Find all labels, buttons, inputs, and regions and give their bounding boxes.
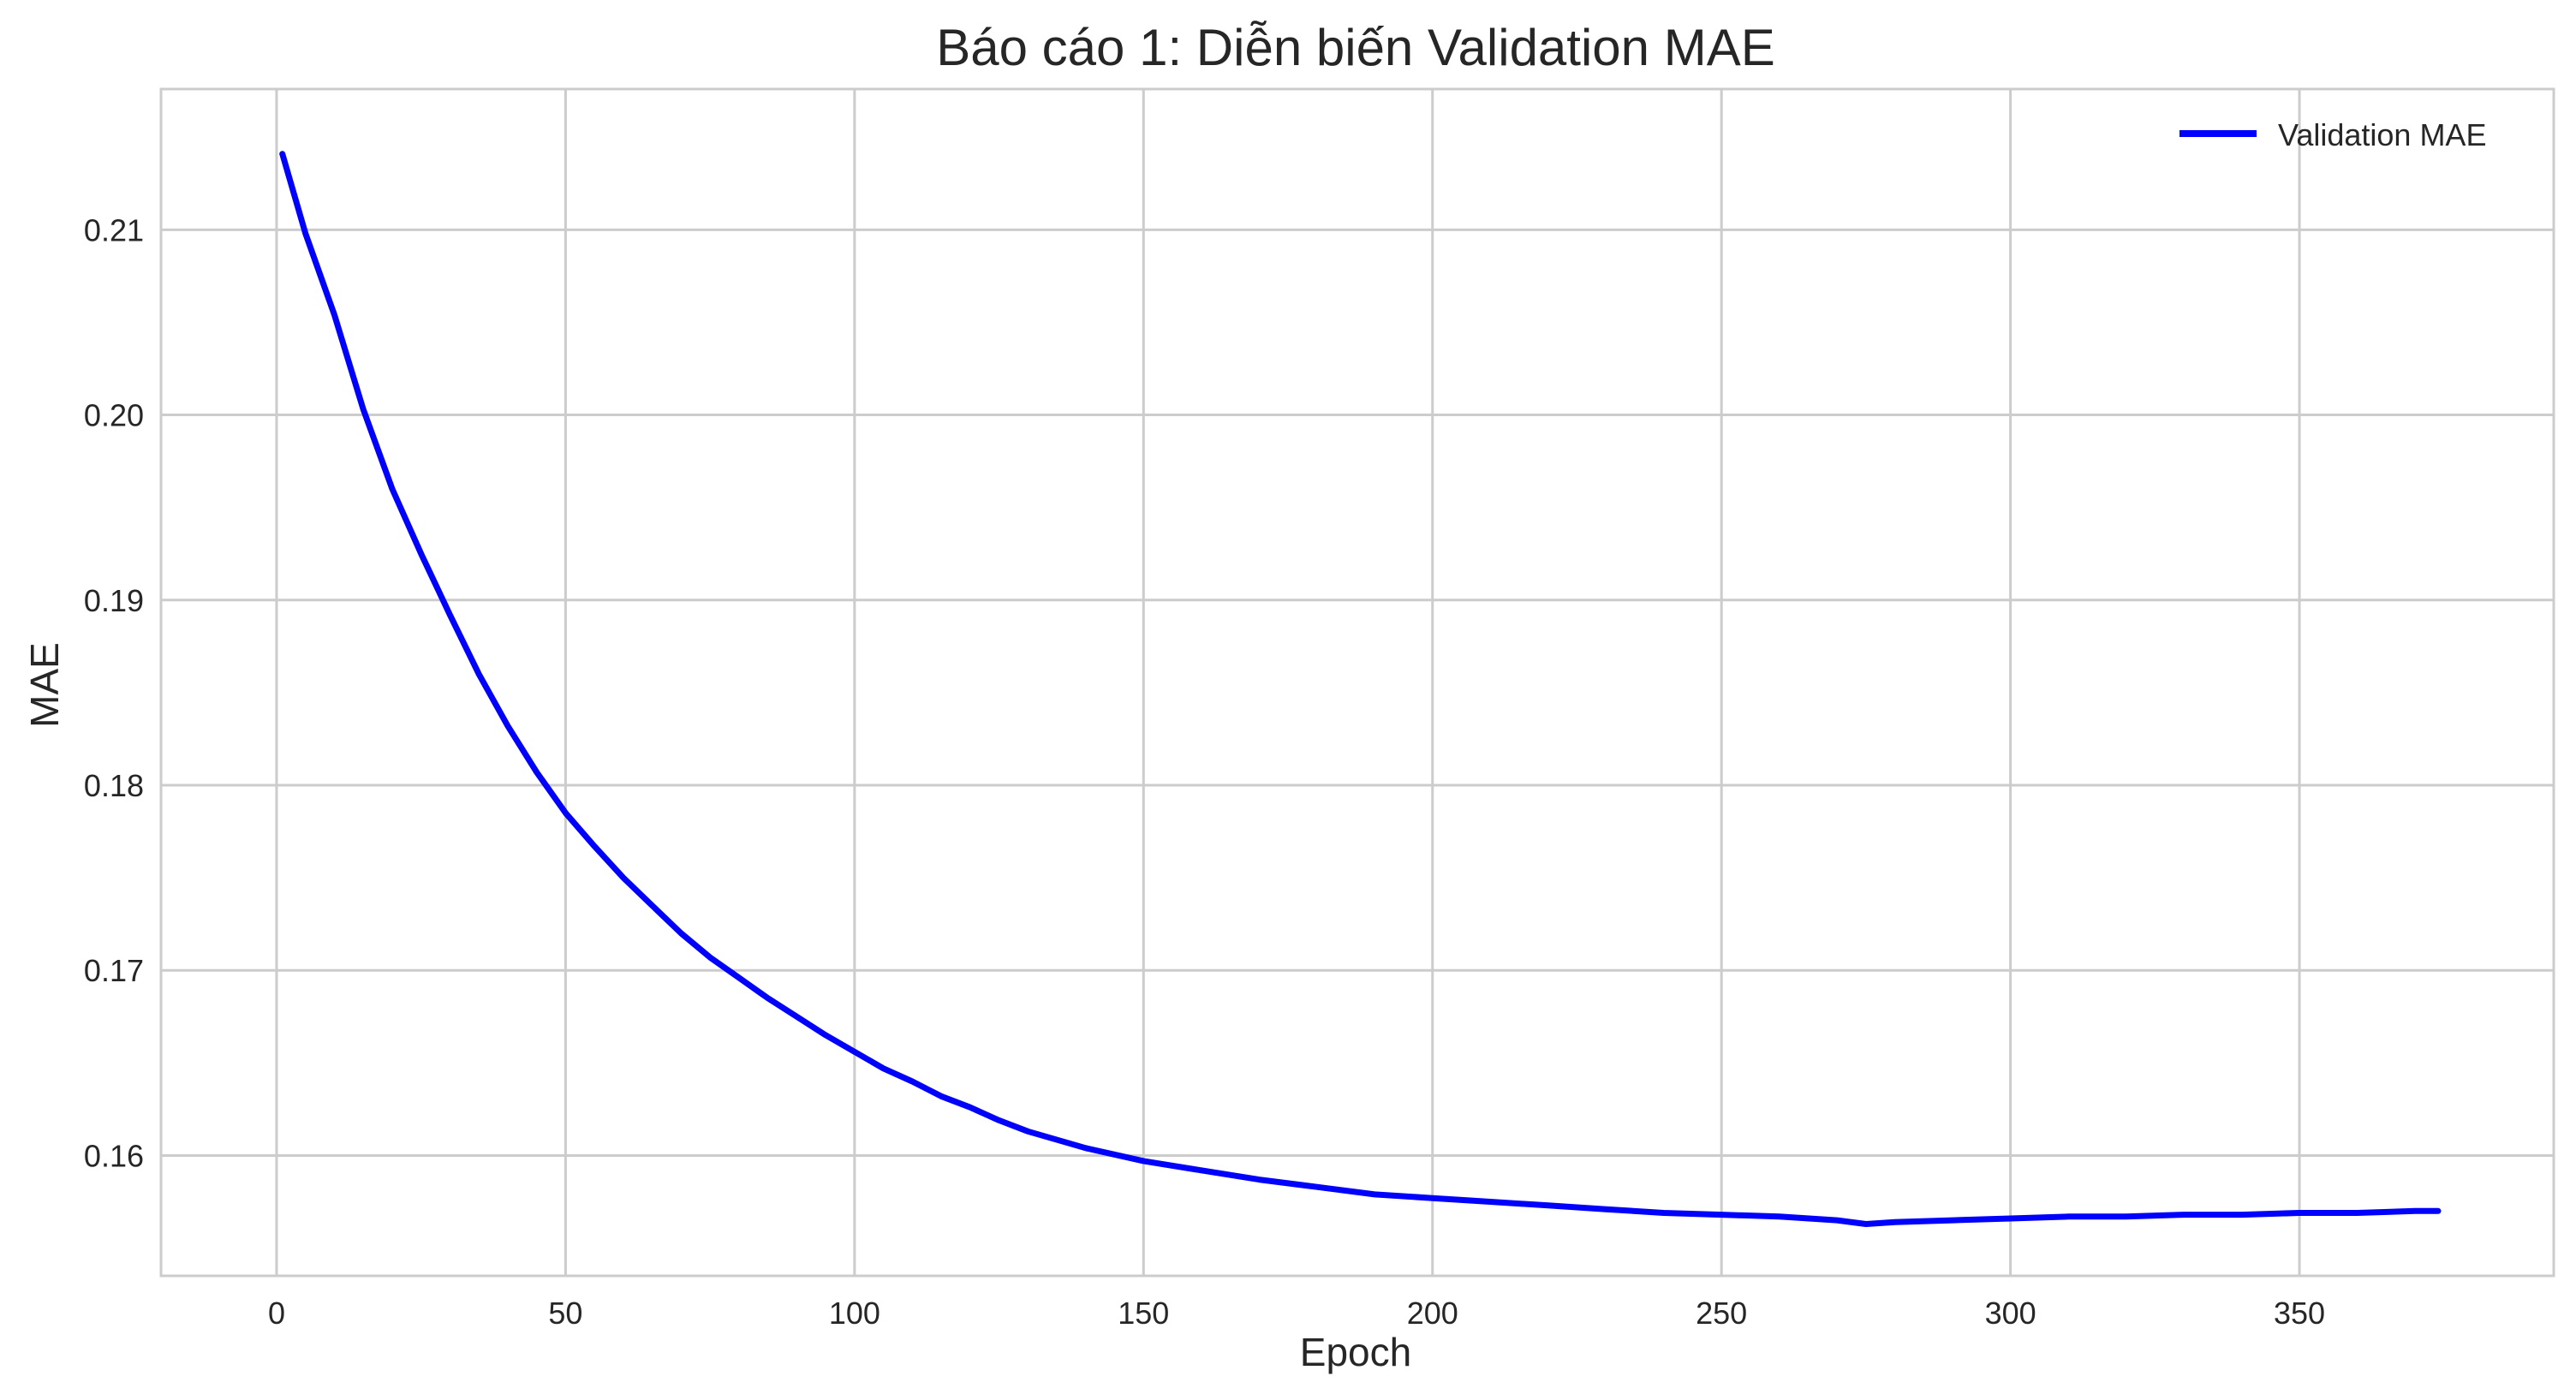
grid-lines xyxy=(161,89,2554,1276)
y-tick-label: 0.17 xyxy=(84,953,144,988)
x-tick-label: 100 xyxy=(829,1296,880,1331)
x-axis-label: Epoch xyxy=(1300,1330,1411,1374)
y-axis-label: MAE xyxy=(22,642,67,728)
y-tick-label: 0.20 xyxy=(84,398,144,433)
x-tick-label: 150 xyxy=(1118,1296,1169,1331)
series-layer xyxy=(279,151,2442,1227)
x-tick-label: 200 xyxy=(1407,1296,1458,1331)
y-tick-label: 0.21 xyxy=(84,212,144,247)
legend-label-validation-mae: Validation MAE xyxy=(2278,117,2486,152)
plot-frame xyxy=(159,87,2555,1278)
x-tick-label: 0 xyxy=(268,1296,285,1331)
series-line-validation-mae xyxy=(279,151,2442,1227)
x-tick-label: 50 xyxy=(548,1296,582,1331)
y-tick-label: 0.19 xyxy=(84,583,144,618)
legend: Validation MAE xyxy=(2179,117,2486,152)
chart-title: Báo cáo 1: Diễn biến Validation MAE xyxy=(936,19,1774,76)
tick-labels: 0 50 100 150 200 250 300 350 0.16 0.17 0.18 0.19 0.2… xyxy=(84,212,2325,1331)
x-tick-label: 250 xyxy=(1696,1296,1747,1331)
x-tick-label: 350 xyxy=(2274,1296,2325,1331)
y-tick-label: 0.16 xyxy=(84,1138,144,1173)
y-tick-label: 0.18 xyxy=(84,768,144,803)
x-tick-label: 300 xyxy=(1985,1296,2036,1331)
